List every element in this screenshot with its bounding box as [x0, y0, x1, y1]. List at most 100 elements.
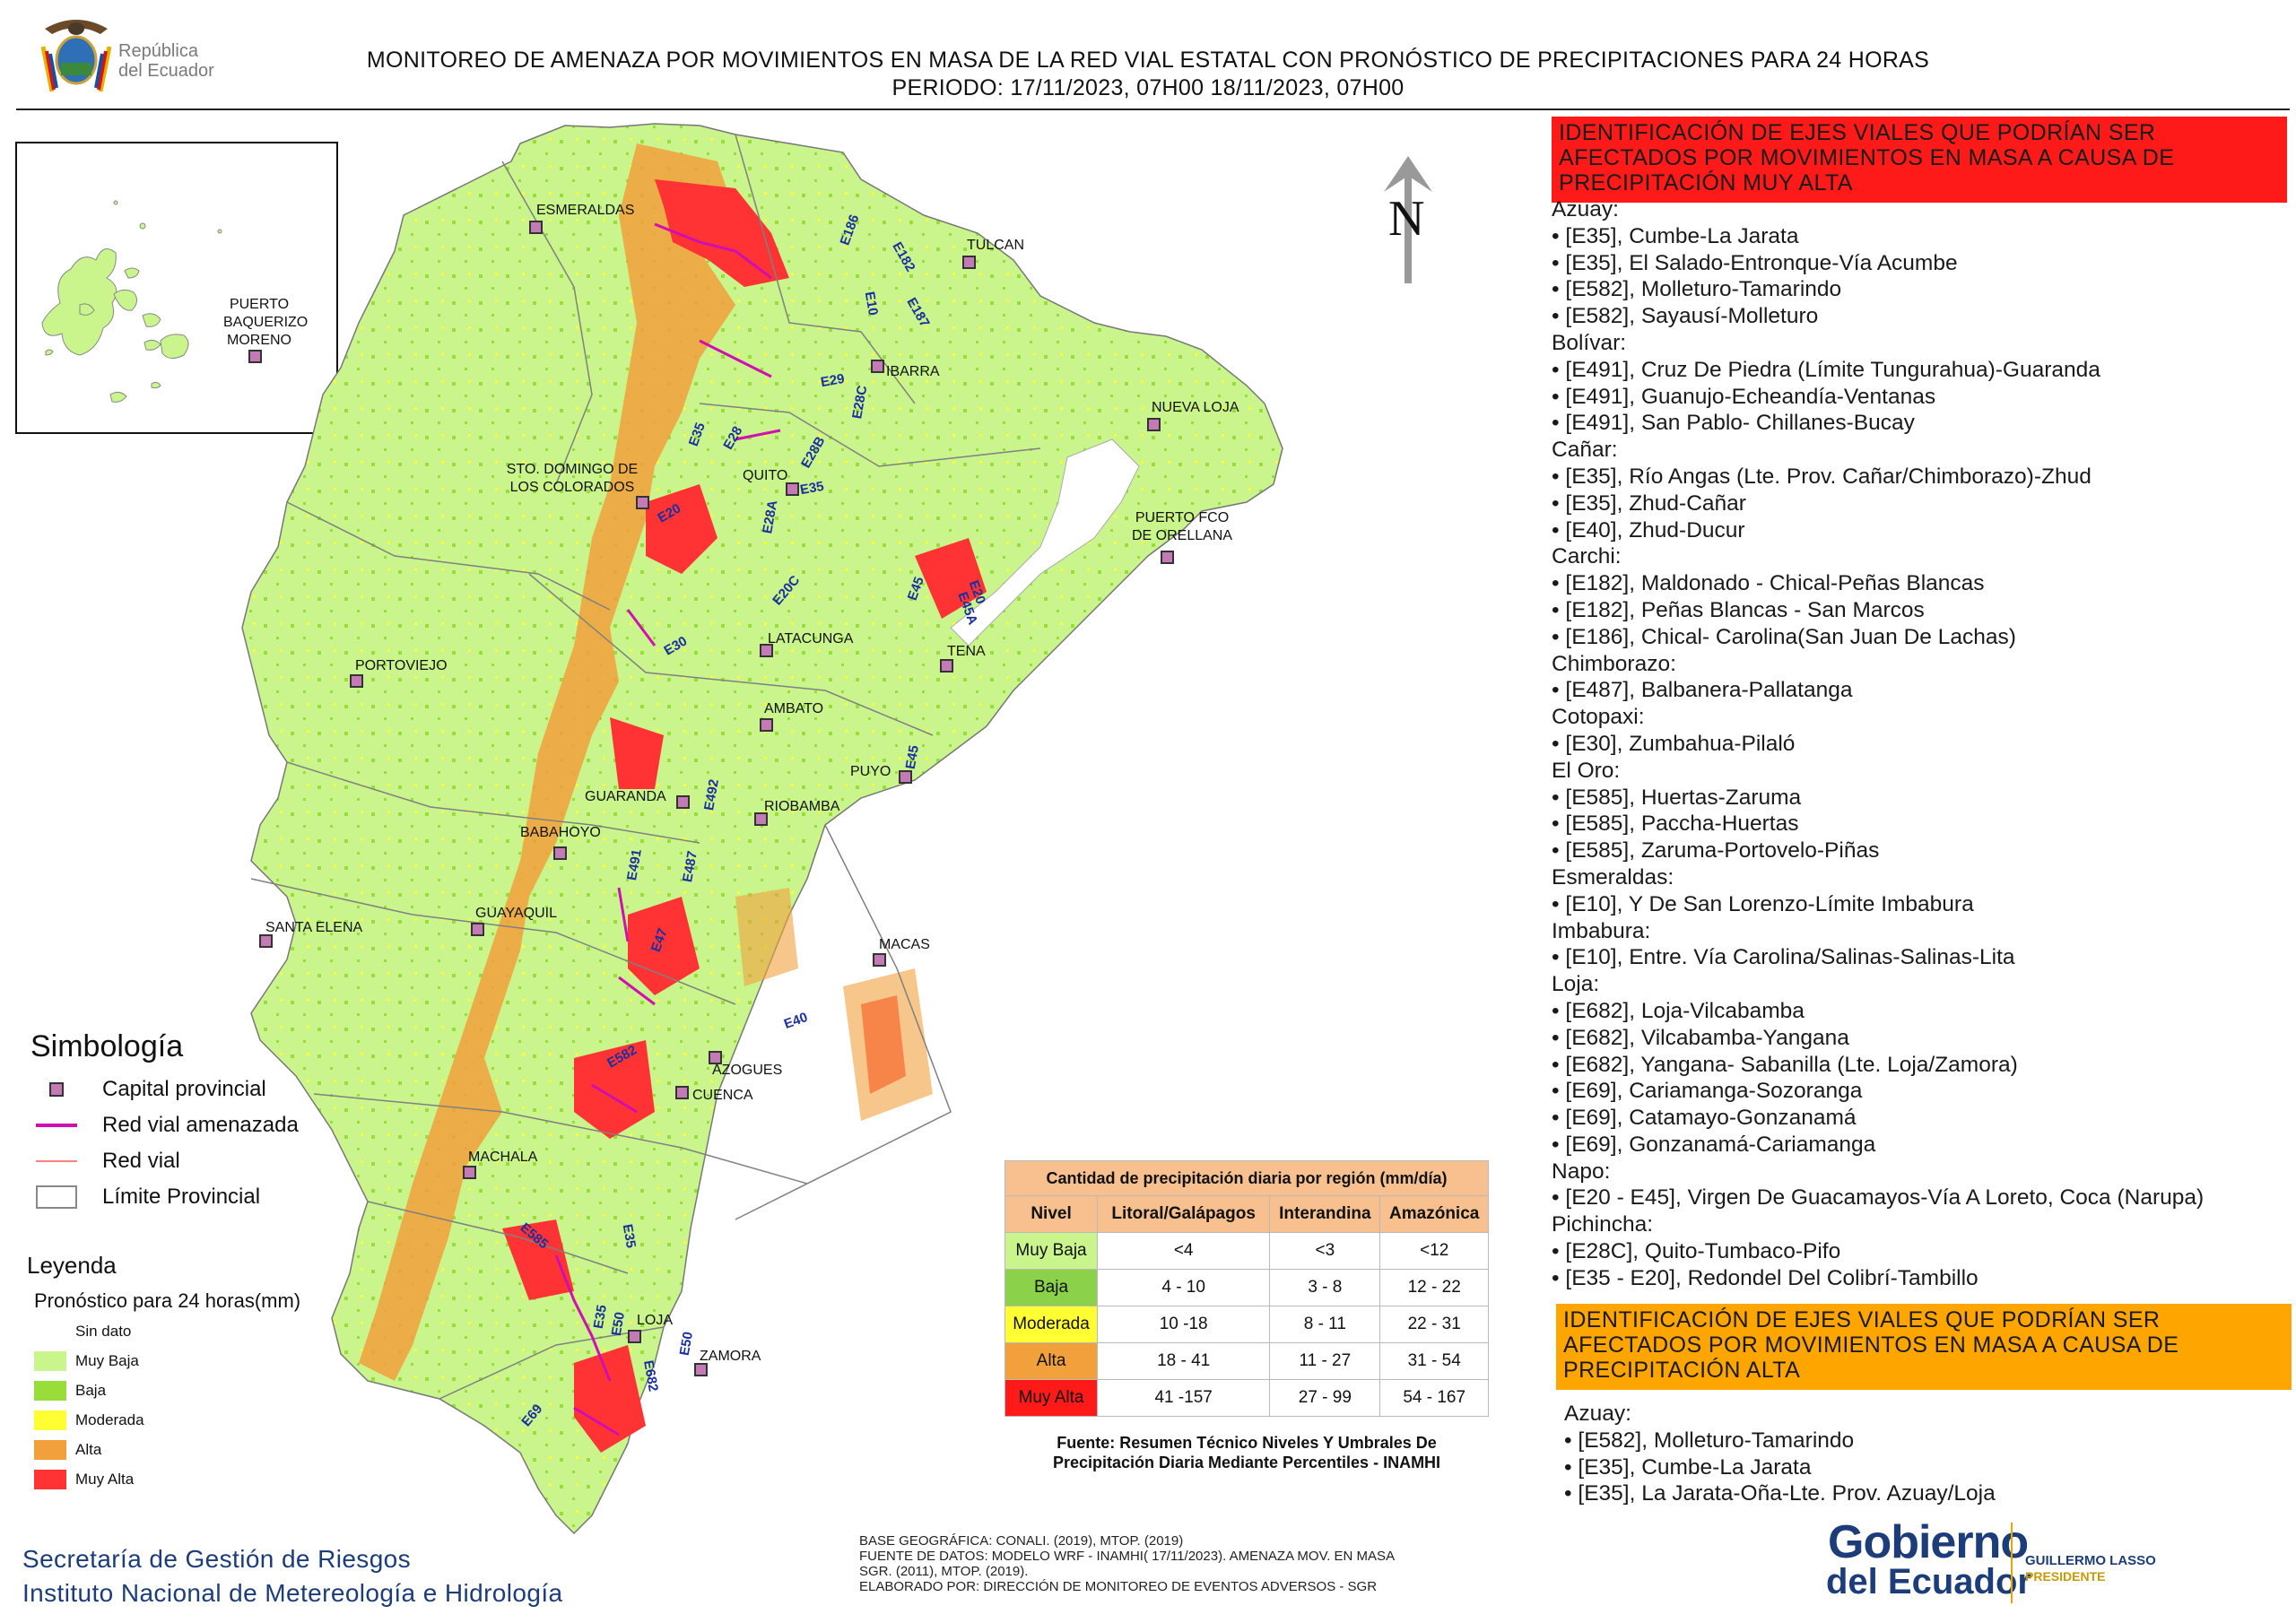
ecuador-land-outline: [241, 123, 1283, 1535]
city-marker-ambato: [760, 718, 773, 732]
gob-logo-line2: del Ecuador: [1826, 1562, 2031, 1601]
threatened-road-line-icon: [36, 1124, 77, 1127]
city-label-nueva-loja: NUEVA LOJA: [1152, 400, 1239, 415]
muy-alta-road-list: Azuay: • [E35], Cumbe-La Jarata • [E35], E…: [1552, 196, 2204, 1292]
city-label-babahoyo: BABAHOYO: [520, 825, 601, 840]
city-label-loja: LOJA: [637, 1313, 674, 1328]
leyenda-label: Sin dato: [75, 1323, 132, 1340]
city-marker-puerto-orellana: [1161, 551, 1174, 564]
alta-pastaza: [735, 888, 798, 986]
swatch-baja: [34, 1381, 66, 1401]
leyenda-label: Baja: [75, 1382, 107, 1399]
swatch-muy-alta: [34, 1470, 66, 1489]
road-item: • [E30], Zumbahua-Pilaló: [1552, 731, 1796, 756]
caption-line1: Fuente: Resumen Técnico Niveles Y Umbral…: [1057, 1434, 1437, 1452]
city-marker-tulcan: [962, 256, 976, 269]
muy-alta-alert-header: IDENTIFICACIÓN DE EJES VIALES QUE PODRÍA…: [1552, 117, 2287, 203]
logo-text-line2: del Ecuador: [118, 61, 214, 81]
table-cell: 8 - 11: [1269, 1306, 1381, 1343]
table-cell: 41 -157: [1097, 1379, 1271, 1417]
table-cell: <12: [1379, 1232, 1489, 1270]
road-item: • [E69], Gonzanamá-Cariamanga: [1552, 1132, 1876, 1157]
road-item: • [E682], Vilcabamba-Yangana: [1552, 1025, 1849, 1050]
city-marker-santo-domingo: [636, 496, 649, 509]
alta-alert-header: IDENTIFICACIÓN DE EJES VIALES QUE PODRÍA…: [1556, 1304, 2292, 1390]
road-item: • [E182], Maldonado - Chical-Peñas Blanc…: [1552, 571, 1985, 596]
city-label-riobamba: RIOBAMBA: [764, 799, 840, 814]
province-heading: Carchi:: [1552, 544, 1622, 569]
city-marker-babahoyo: [553, 846, 567, 860]
leyenda-label: Muy Alta: [75, 1471, 135, 1488]
road-line-icon: [36, 1160, 77, 1162]
city-label-zamora: ZAMORA: [700, 1349, 761, 1364]
alta-precip-band: [359, 143, 735, 1381]
simbologia-item: Límite Provincial: [36, 1184, 260, 1211]
city-marker-ibarra: [871, 360, 884, 373]
gob-logo-line1: Gobierno: [1828, 1516, 2029, 1568]
leyenda-item: Alta: [34, 1439, 101, 1461]
muy-alta-napo: [915, 538, 987, 619]
city-label-macas: MACAS: [879, 937, 930, 952]
nivel-cell: Moderada: [1004, 1306, 1099, 1343]
alta-morona: [843, 968, 933, 1121]
table-row: Baja 4 - 10 3 - 8 12 - 22: [1004, 1269, 1489, 1306]
muy-alta-carchi: [655, 179, 789, 287]
leyenda-label: Muy Baja: [75, 1352, 139, 1369]
source-line2: FUENTE DE DATOS: MODELO WRF - INAMHI( 17…: [859, 1549, 1396, 1564]
source-line3: SGR. (2011), MTOP. (2019).: [859, 1564, 1029, 1579]
alta-road-list: Azuay: • [E582], Molleturo-Tamarindo • [E3…: [1564, 1401, 1996, 1507]
republica-logo-text: República del Ecuador: [118, 41, 214, 81]
leyenda-subtitle: Pronóstico para 24 horas(mm): [34, 1289, 301, 1312]
table-cell: 54 - 167: [1379, 1379, 1489, 1417]
province-heading: Loja:: [1552, 972, 1600, 997]
north-arrow-icon: [1384, 156, 1432, 283]
leyenda-item: Baja: [34, 1380, 106, 1402]
table-header: Amazónica: [1379, 1195, 1489, 1233]
north-label: N: [1388, 191, 1425, 247]
city-label-santo-domingo: STO. DOMINGO DE LOS COLORADOS: [506, 462, 639, 495]
simbologia-item: Red vial amenazada: [36, 1112, 299, 1139]
muy-alta-cotopaxi: [646, 484, 718, 574]
gob-logo-divider: [2011, 1523, 2013, 1603]
city-marker-zamora: [694, 1363, 708, 1376]
footer-sources: BASE GEOGRÁFICA: CONALI. (2019), MTOP. (…: [859, 1533, 1395, 1594]
city-marker-portoviejo: [350, 674, 363, 688]
province-heading: Napo:: [1552, 1159, 1611, 1184]
title-line1: MONITOREO DE AMENAZA POR MOVIMIENTOS EN …: [366, 48, 1930, 73]
galapagos-inset-map: PUERTO BAQUERIZO MORENO: [15, 142, 338, 434]
city-marker-guaranda: [676, 795, 690, 809]
table-cell: 27 - 99: [1269, 1379, 1381, 1417]
city-marker-puyo: [899, 770, 912, 784]
muy-alta-bolivar: [610, 717, 664, 789]
precipitation-thresholds-table: Cantidad de precipitación diaria por reg…: [1004, 1160, 1489, 1417]
city-label-guaranda: GUARANDA: [585, 789, 666, 804]
leyenda-item: Muy Alta: [34, 1469, 134, 1490]
city-label-cuenca: CUENCA: [692, 1088, 753, 1103]
city-marker-loja: [628, 1330, 641, 1343]
city-label-esmeraldas: ESMERALDAS: [536, 203, 635, 218]
table-row: Moderada 10 -18 8 - 11 22 - 31: [1004, 1306, 1489, 1343]
province-heading: Azuay:: [1564, 1402, 1631, 1426]
org-line2: Instituto Nacional de Metereología e Hid…: [22, 1579, 563, 1607]
president-name: GUILLERMO LASSO: [2025, 1553, 2156, 1568]
nivel-cell: Alta: [1004, 1342, 1099, 1380]
province-heading: Imbabura:: [1552, 918, 1651, 943]
ecuador-precipitation-map: [241, 123, 1283, 1535]
road-item: • [E35], Río Angas (Lte. Prov. Cañar/Chi…: [1552, 464, 2092, 489]
province-heading: Chimborazo:: [1552, 651, 1676, 676]
road-item: • [E69], Catamayo-Gonzanamá: [1552, 1106, 1857, 1131]
city-marker-nueva-loja: [1147, 418, 1161, 431]
leyenda-item: Muy Baja: [34, 1350, 139, 1372]
city-label-quito: QUITO: [743, 468, 788, 483]
leyenda-label: Alta: [75, 1441, 102, 1458]
road-item: • [E582], Sayausí-Molleturo: [1552, 304, 1819, 329]
road-item: • [E35 - E20], Redondel Del Colibrí-Tamb…: [1552, 1265, 1979, 1290]
muy-alta-chimborazo: [628, 897, 700, 995]
city-label-machala: MACHALA: [468, 1150, 538, 1165]
leyenda-item: Sin dato: [34, 1321, 131, 1342]
leyenda-item: Moderada: [34, 1410, 144, 1431]
city-marker-machala: [463, 1166, 476, 1179]
province-heading: El Oro:: [1552, 758, 1621, 783]
province-boundary-icon: [36, 1185, 77, 1209]
leyenda-label: Moderada: [75, 1411, 144, 1428]
